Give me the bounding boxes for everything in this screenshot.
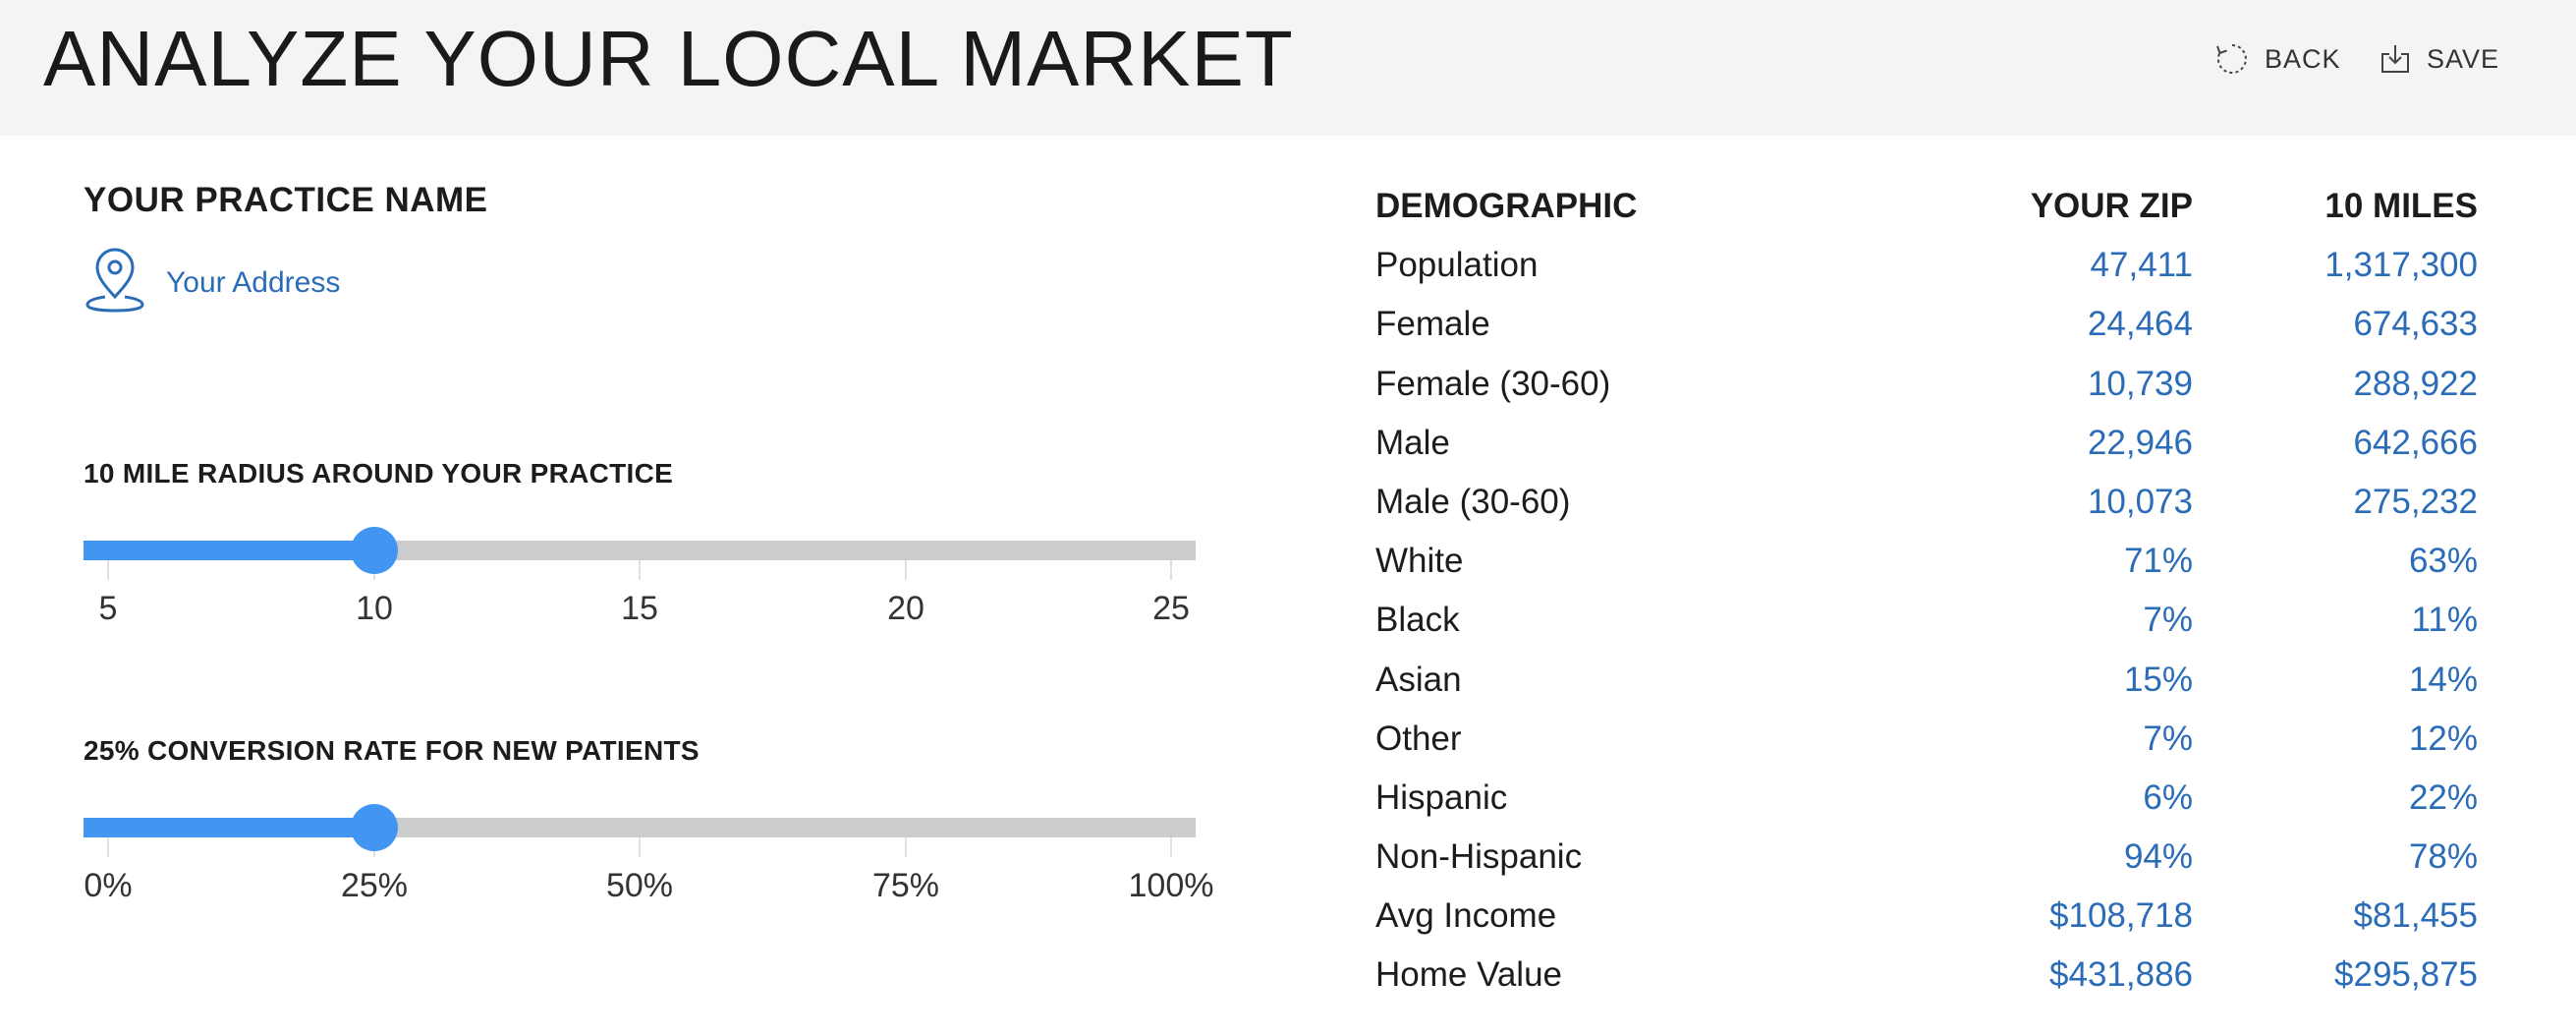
your-zip-value: 47,411	[2090, 246, 2193, 285]
page-title: ANALYZE YOUR LOCAL MARKET	[43, 15, 1294, 102]
demographic-name: Non-Hispanic	[1375, 837, 1583, 877]
conversion-slider-label: 25% CONVERSION RATE FOR NEW PATIENTS	[84, 735, 700, 766]
demographics-table: DEMOGRAPHIC YOUR ZIP 10 MILES Population…	[1375, 179, 2478, 1007]
demographic-name: Male (30-60)	[1375, 482, 1571, 521]
your-zip-value: 22,946	[2087, 423, 2193, 462]
your-zip-value: $108,718	[2049, 896, 2193, 936]
conversion-tick-label: 0%	[84, 867, 133, 904]
column-header-10-miles: 10 MILES	[2324, 187, 2478, 225]
ten-miles-value: 22%	[2408, 777, 2478, 817]
table-header-row: DEMOGRAPHIC YOUR ZIP 10 MILES	[1375, 179, 2478, 238]
ten-miles-value: 275,232	[2353, 482, 2478, 521]
your-zip-value: $431,886	[2049, 955, 2193, 995]
column-header-demographic: DEMOGRAPHIC	[1375, 187, 1638, 225]
your-zip-value: 6%	[2143, 777, 2193, 817]
table-row: Male 22,946 642,666	[1375, 416, 2478, 475]
conversion-slider-thumb[interactable]	[350, 804, 398, 851]
your-zip-value: 94%	[2123, 837, 2193, 877]
conversion-tick	[107, 837, 109, 857]
save-button[interactable]: SAVE	[2380, 37, 2499, 81]
ten-miles-value: 642,666	[2353, 423, 2478, 462]
your-zip-value: 15%	[2123, 660, 2193, 699]
radius-tick-label: 10	[356, 590, 393, 627]
ten-miles-value: $295,875	[2334, 955, 2478, 995]
save-label: SAVE	[2427, 43, 2500, 74]
demographic-name: Other	[1375, 719, 1462, 758]
conversion-tick	[639, 837, 641, 857]
table-row: Population 47,411 1,317,300	[1375, 238, 2478, 297]
practice-name: YOUR PRACTICE NAME	[84, 181, 488, 219]
demographic-name: Asian	[1375, 660, 1462, 699]
refresh-icon	[2215, 42, 2249, 76]
download-icon	[2380, 43, 2411, 75]
demographic-name: Female	[1375, 305, 1490, 344]
your-zip-value: 10,739	[2087, 364, 2193, 403]
demographic-name: Hispanic	[1375, 777, 1508, 817]
ten-miles-value: 63%	[2408, 542, 2478, 581]
radius-slider-thumb[interactable]	[350, 527, 398, 574]
radius-tick	[639, 560, 641, 580]
ten-miles-value: 78%	[2408, 837, 2478, 877]
table-row: White 71% 63%	[1375, 534, 2478, 593]
ten-miles-value: 288,922	[2353, 364, 2478, 403]
conversion-tick	[1170, 837, 1172, 857]
demographic-name: Population	[1375, 246, 1539, 285]
ten-miles-value: 674,633	[2353, 305, 2478, 344]
conversion-slider-fill	[84, 818, 374, 837]
conversion-tick-label: 50%	[605, 867, 674, 904]
column-header-your-zip: YOUR ZIP	[2030, 187, 2193, 225]
radius-slider-label: 10 MILE RADIUS AROUND YOUR PRACTICE	[84, 458, 674, 489]
ten-miles-value: 12%	[2408, 719, 2478, 758]
table-row: Other 7% 12%	[1375, 712, 2478, 771]
conversion-slider[interactable]: 0% 25% 50% 75% 100%	[84, 804, 1213, 904]
back-label: BACK	[2265, 43, 2341, 74]
radius-tick-label: 20	[887, 590, 924, 627]
table-row: Female (30-60) 10,739 288,922	[1375, 357, 2478, 416]
your-zip-value: 24,464	[2087, 305, 2193, 344]
demographic-name: Female (30-60)	[1375, 364, 1611, 403]
your-zip-value: 7%	[2143, 719, 2193, 758]
back-button[interactable]: BACK	[2215, 37, 2341, 81]
radius-tick-label: 5	[98, 590, 118, 627]
ten-miles-value: $81,455	[2353, 896, 2478, 936]
ten-miles-value: 1,317,300	[2324, 246, 2478, 285]
conversion-tick	[905, 837, 907, 857]
ten-miles-value: 11%	[2411, 601, 2478, 640]
demographic-name: Avg Income	[1375, 896, 1557, 936]
your-zip-value: 7%	[2143, 601, 2193, 640]
table-row: Avg Income $108,718 $81,455	[1375, 889, 2478, 948]
table-row: Black 7% 11%	[1375, 593, 2478, 652]
radius-tick-label: 25	[1152, 590, 1190, 627]
radius-tick	[905, 560, 907, 580]
radius-slider[interactable]: 5 10 15 20 25	[84, 527, 1196, 627]
your-zip-value: 71%	[2123, 542, 2193, 581]
table-row: Home Value $431,886 $295,875	[1375, 948, 2478, 1007]
table-row: Hispanic 6% 22%	[1375, 771, 2478, 830]
table-row: Asian 15% 14%	[1375, 653, 2478, 712]
radius-tick-label: 15	[621, 590, 658, 627]
address-text: Your Address	[166, 265, 341, 299]
map-pin-icon	[84, 248, 146, 317]
conversion-tick-label: 75%	[871, 867, 940, 904]
your-zip-value: 10,073	[2087, 482, 2193, 521]
radius-slider-fill	[84, 541, 374, 560]
demographic-name: Black	[1375, 601, 1460, 640]
demographic-name: Home Value	[1375, 955, 1563, 995]
table-row: Non-Hispanic 94% 78%	[1375, 830, 2478, 889]
demographic-name: Male	[1375, 423, 1450, 462]
address-link[interactable]: Your Address	[84, 248, 340, 317]
radius-tick	[1170, 560, 1172, 580]
table-row: Male (30-60) 10,073 275,232	[1375, 475, 2478, 534]
table-row: Female 24,464 674,633	[1375, 297, 2478, 356]
page-header: ANALYZE YOUR LOCAL MARKET BACK SAVE	[0, 0, 2576, 136]
conversion-tick-label: 100%	[1128, 867, 1214, 904]
demographic-name: White	[1375, 542, 1464, 581]
conversion-tick-label: 25%	[340, 867, 409, 904]
ten-miles-value: 14%	[2408, 660, 2478, 699]
radius-tick	[107, 560, 109, 580]
